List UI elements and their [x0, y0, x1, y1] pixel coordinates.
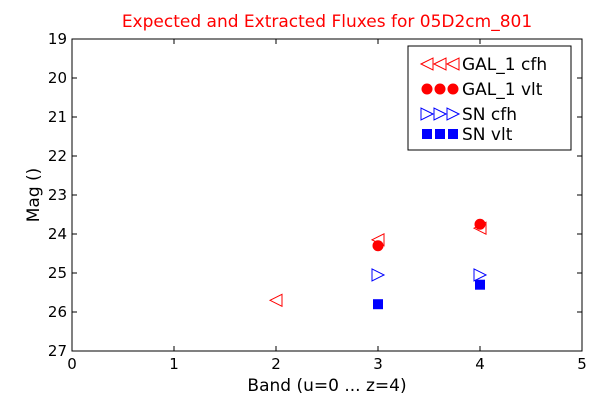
y-tick-label: 25: [48, 264, 67, 282]
chart-title: Expected and Extracted Fluxes for 05D2cm…: [122, 12, 532, 32]
legend-marker: [434, 83, 446, 95]
legend-label: SN vlt: [462, 125, 513, 145]
y-tick-label: 26: [48, 303, 67, 321]
x-tick-label: 1: [169, 355, 179, 373]
y-tick-label: 23: [48, 186, 67, 204]
data-point: [373, 299, 383, 310]
x-tick-label: 3: [373, 355, 383, 373]
series-sn-vlt: [373, 279, 485, 310]
legend-marker: [435, 129, 445, 139]
legend-marker: [447, 83, 459, 95]
legend-marker: [421, 83, 433, 95]
x-tick-label: 5: [577, 355, 587, 373]
legend-marker: [445, 57, 460, 71]
y-tick-label: 22: [48, 147, 67, 165]
x-tick-label: 0: [67, 355, 77, 373]
y-tick-label: 20: [48, 69, 67, 87]
y-tick-label: 24: [48, 225, 67, 243]
x-axis-label: Band (u=0 ... z=4): [247, 376, 406, 396]
legend-marker: [420, 107, 435, 121]
x-tick-label: 2: [271, 355, 281, 373]
data-point: [473, 268, 488, 282]
x-tick-label: 4: [475, 355, 485, 373]
data-point: [268, 293, 283, 308]
y-tick-label: 21: [48, 108, 67, 126]
legend-marker: [448, 129, 458, 139]
legend-label: GAL_1 cfh: [462, 55, 547, 75]
legend-marker: [422, 129, 432, 139]
series-gal-1-cfh: [268, 221, 487, 308]
legend-marker: [433, 107, 448, 121]
data-point: [474, 218, 486, 230]
y-tick-label: 19: [48, 30, 67, 48]
y-axis-label: Mag (): [24, 168, 44, 223]
legend-marker: [446, 107, 461, 121]
plot-frame: [71, 38, 583, 352]
series-sn-cfh: [371, 268, 488, 282]
data-point: [371, 268, 386, 282]
series-gal-1-vlt: [372, 218, 486, 252]
legend-label: SN cfh: [462, 105, 517, 125]
y-tick-label: 27: [48, 342, 67, 360]
data-point: [372, 240, 384, 252]
legend-label: GAL_1 vlt: [462, 80, 543, 100]
data-point: [475, 279, 485, 290]
